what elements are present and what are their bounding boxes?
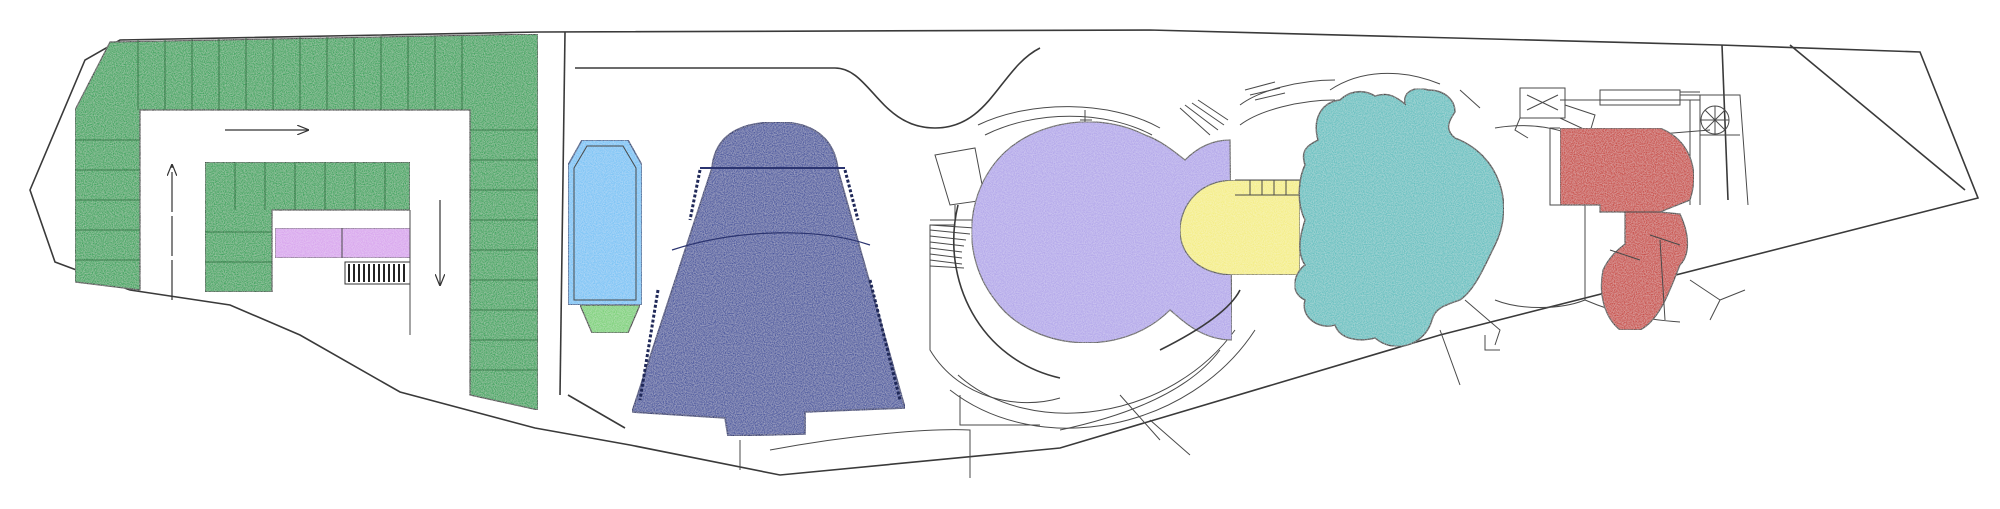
parking-stalls: [74, 33, 539, 411]
stall-lines: [75, 36, 538, 371]
fan-hall: [630, 121, 907, 437]
east-building: [1494, 44, 1966, 331]
rect-pool-end: [579, 304, 641, 334]
blob-pool: [1294, 72, 1505, 386]
link-room: [1179, 179, 1301, 276]
round-hall: [929, 79, 1336, 456]
blob-pool-water: [1294, 87, 1505, 348]
path-edge: [559, 31, 566, 396]
fan-hall-floor: [630, 121, 907, 437]
round-hall-floor: [971, 121, 1233, 344]
parking-stalls-inner: [204, 161, 411, 293]
rect-pool: [567, 139, 643, 334]
site-boundary: [29, 29, 1980, 476]
red-room-main: [1559, 127, 1695, 331]
rect-pool-basin: [567, 139, 643, 306]
parking-lot: [74, 33, 539, 411]
bike-rack: [344, 261, 411, 285]
